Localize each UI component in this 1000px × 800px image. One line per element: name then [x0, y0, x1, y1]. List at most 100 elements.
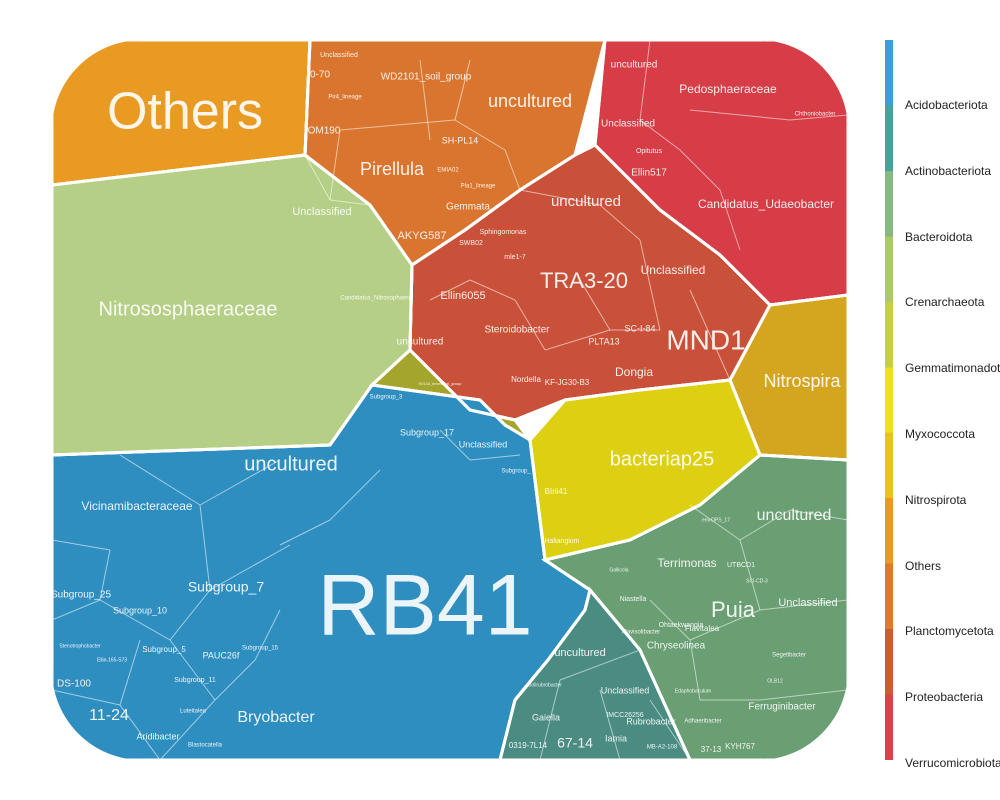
taxon-label: KF-JG30-B3: [545, 378, 590, 387]
taxon-label: Subgroup_25: [51, 590, 111, 601]
taxon-label: Bryobacter: [237, 709, 315, 726]
taxon-label: Unclassified: [601, 119, 655, 130]
legend-label: Proteobacteria: [905, 690, 984, 705]
taxon-label: Terrimonas: [657, 556, 716, 570]
taxon-label: 0-70: [310, 70, 330, 81]
taxon-label: uncultured: [554, 647, 605, 659]
taxon-label: BIrii41: [545, 487, 568, 496]
taxon-label: mle1-7: [504, 254, 526, 261]
cell-border: [329, 199, 371, 206]
taxon-label: Rubrobacter: [626, 716, 676, 726]
taxon-label: MND1: [666, 324, 745, 355]
legend-label: Myxococcota: [905, 427, 976, 441]
cell-border: [52, 539, 111, 551]
cell-border: [789, 509, 848, 521]
region-border-actinobacteriota: [498, 586, 693, 760]
taxon-label: Subgroup_15: [242, 646, 279, 652]
taxon-label: Aridibacter: [136, 731, 179, 741]
taxon-label: Pla1_lineage: [461, 184, 496, 190]
taxon-label: uncultured: [397, 337, 444, 348]
cell-border: [649, 699, 691, 760]
cell-border: [639, 40, 651, 121]
taxon-label: Others: [107, 83, 263, 141]
legend-label: Bacteroidota: [905, 229, 973, 244]
taxon-label: Luteitalea: [180, 709, 207, 715]
cell-border: [639, 119, 681, 151]
taxon-label: Edaphobaculum: [675, 688, 711, 694]
taxon-label: Unclassified: [641, 263, 706, 277]
taxon-label: WD2101_soil_group: [381, 72, 472, 83]
cell-border: [689, 609, 761, 641]
cell-border: [119, 454, 201, 506]
cell-border: [599, 204, 641, 241]
taxon-label: uncultured: [244, 453, 337, 475]
taxon-label: Unclassified: [778, 597, 837, 609]
cell-border: [304, 154, 331, 201]
taxon-label: DS-100: [57, 679, 91, 690]
cell-border: [689, 109, 791, 121]
cell-border: [559, 649, 641, 681]
cell-border: [214, 659, 256, 701]
taxon-label: Chthoniobacter: [795, 112, 836, 118]
taxon-label: Flavitalea: [685, 624, 720, 633]
legend-label: Gemmatimonadota: [905, 361, 1000, 376]
treemap-body: Others uncultured Pirellula WD2101_soil_gro…: [51, 40, 848, 760]
taxon-label: env.OPS_17: [702, 517, 730, 523]
taxon-label: Unclassified: [320, 52, 358, 59]
cell-border: [469, 279, 516, 301]
taxon-label: PLTA13: [588, 336, 619, 346]
cell-border: [599, 689, 621, 760]
taxon-label: Ellin517: [631, 168, 667, 179]
taxon-label: OLB12: [767, 678, 783, 684]
taxon-label: uncultured: [757, 507, 832, 524]
taxon-label: Dongia: [615, 365, 653, 379]
cell-border: [52, 599, 101, 621]
taxon-label: Chryseolinea: [647, 641, 706, 652]
taxon-label: Opitutus: [636, 148, 663, 155]
taxon-label: Haliangium: [544, 538, 579, 545]
cell-border: [454, 59, 471, 121]
taxon-label: SWB02: [459, 240, 483, 247]
taxon-label: Steroidobacter: [484, 325, 550, 336]
legend-label: Planctomycetota: [905, 624, 994, 639]
cell-border: [719, 189, 741, 251]
taxon-label: Vicinamibacteraceae: [81, 499, 193, 513]
taxon-label: Stenotrophobacter: [59, 643, 100, 649]
legend-label: Verrucomicrobiota: [905, 756, 1000, 770]
legend-label: Crenarchaeota: [905, 295, 985, 310]
taxon-label: Candidatus_Udaeobacter: [698, 197, 834, 211]
taxon-label: uncultured: [611, 60, 658, 71]
taxon-label: Subgroup_10: [113, 605, 167, 615]
cell-border: [649, 599, 691, 641]
cell-border: [169, 639, 216, 701]
cell-border: [454, 119, 506, 151]
taxon-label: Pirellula: [360, 159, 425, 179]
taxon-label: S0134_terrestrial_group: [419, 381, 463, 386]
cell-border: [99, 549, 111, 601]
taxon-label: UTBCD1: [727, 562, 755, 569]
taxon-label: RB41: [317, 558, 532, 654]
taxon-label: Subgroup_17: [400, 427, 454, 437]
taxon-label: Subgroup_7: [188, 579, 265, 595]
taxon-label: Unclassified: [459, 439, 508, 449]
taxon-label: MB-A2-108: [647, 745, 678, 751]
cell-border: [539, 679, 561, 760]
cell-border: [514, 299, 546, 351]
taxon-label: Iamia: [605, 733, 627, 743]
taxon-label: bacteriap25: [610, 448, 715, 470]
taxon-label: Subgroup_5: [142, 645, 186, 654]
taxon-label: Nordella: [511, 375, 541, 384]
cell-border: [789, 114, 848, 121]
taxon-label: Blastocatella: [188, 743, 223, 749]
taxon-label: 11-24: [89, 707, 129, 724]
taxon-label: Ellin-165-S73: [97, 657, 127, 663]
cell-border: [544, 329, 611, 351]
taxon-label: Solirubrobacter: [528, 682, 562, 688]
cell-border: [689, 504, 741, 541]
taxon-label: Sphingomonas: [480, 229, 527, 236]
cell-border: [759, 689, 848, 701]
cell-border: [504, 149, 521, 191]
cell-border: [329, 469, 381, 521]
taxon-label: Niastella: [620, 596, 647, 603]
